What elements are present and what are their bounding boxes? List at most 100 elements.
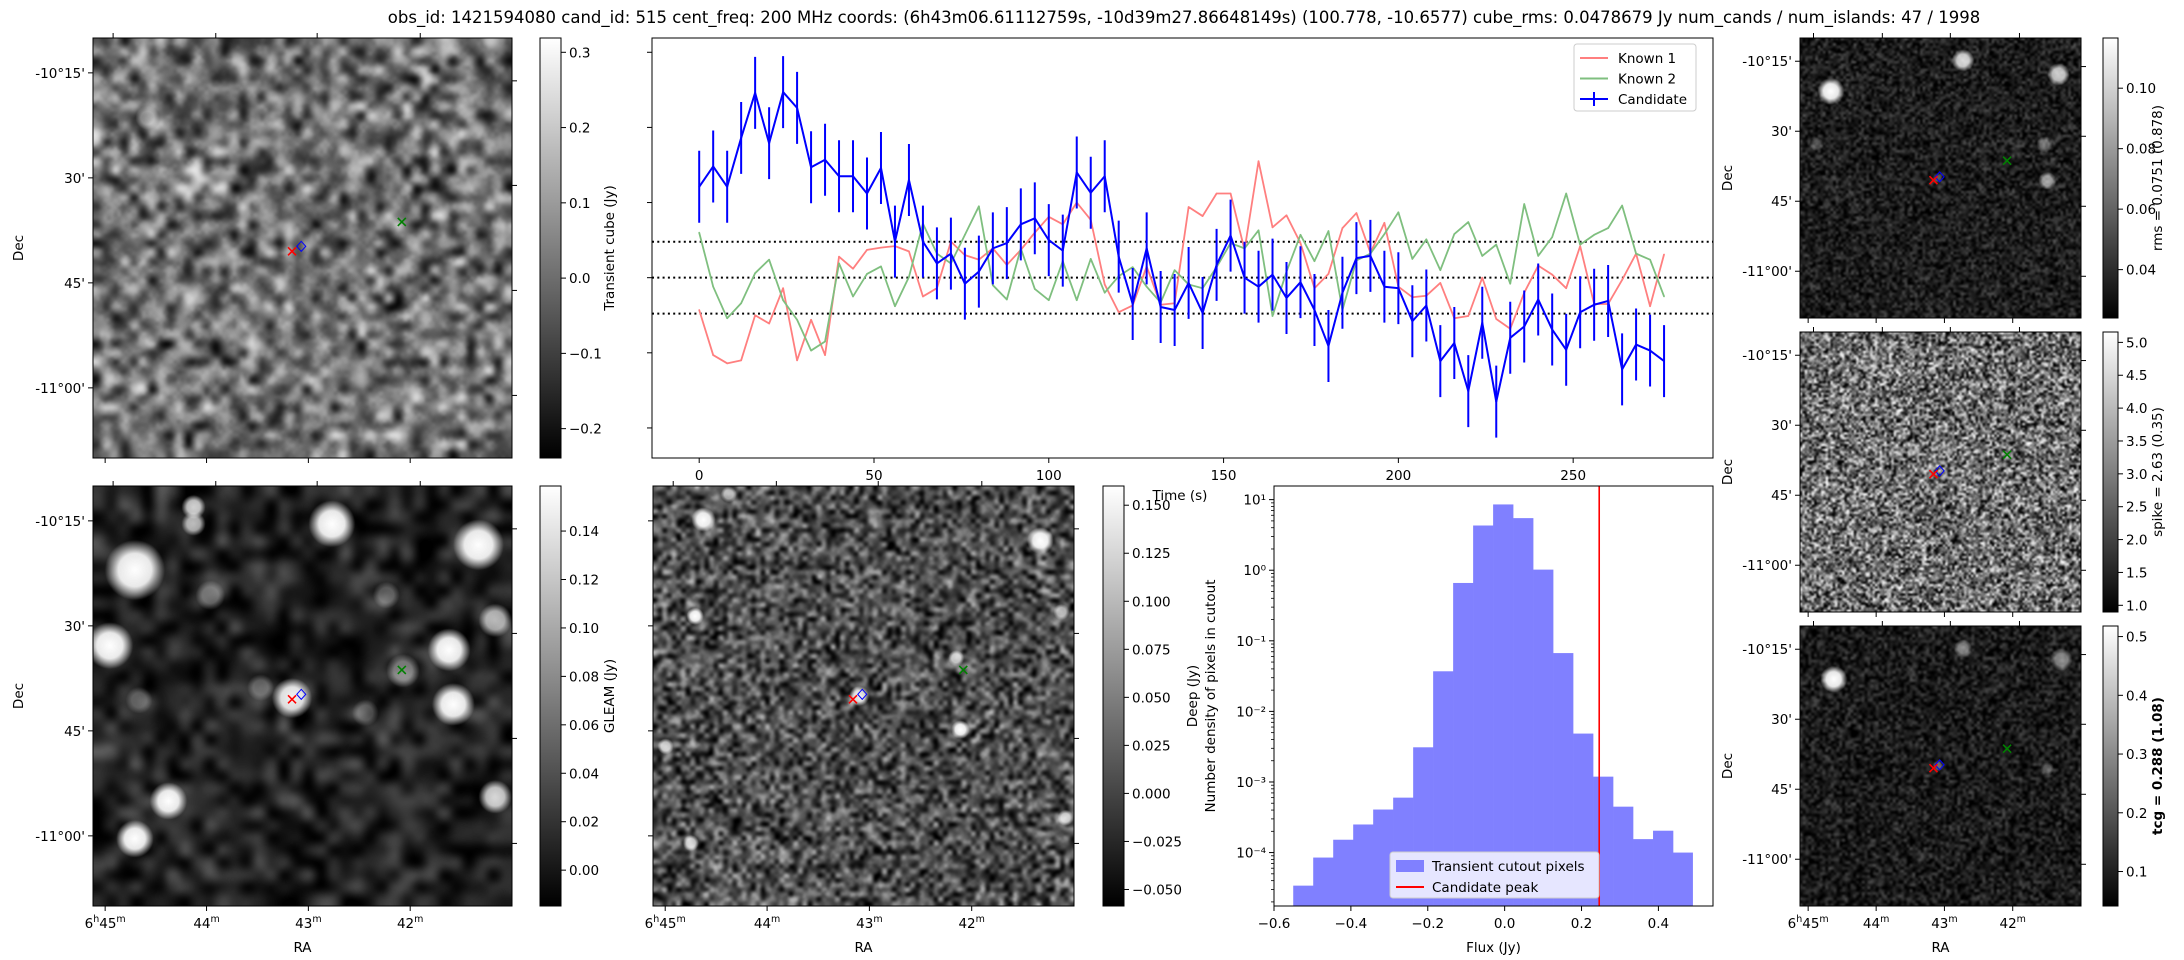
colorbar-tick-label: 0.1 [569, 196, 590, 212]
data-point [712, 165, 714, 168]
ra-tick-label: 6h​45m​ [1788, 914, 1829, 932]
colorbar-tick-label: 4.0 [2126, 401, 2147, 417]
data-point [1621, 279, 1623, 281]
data-point [1145, 247, 1148, 250]
colorbar-tick-label: 0.2 [569, 121, 590, 137]
dec-tick-label: -10°15' [35, 66, 85, 82]
data-point [1006, 298, 1008, 301]
peak-x-marker [287, 694, 297, 704]
known-source-x-marker [2002, 744, 2012, 754]
dec-tick-label: -11°00' [1742, 558, 1792, 574]
dec-tick-label: -10°15' [1742, 54, 1792, 70]
dec-tick-label: 45' [64, 276, 85, 292]
data-point [1103, 291, 1106, 294]
legend-label: Candidate [1618, 92, 1687, 108]
deep-colorbar [1102, 485, 1125, 907]
data-point [1131, 303, 1134, 305]
data-point [1509, 336, 1512, 339]
colorbar-tick-label: 0.3 [569, 45, 590, 61]
data-point [1089, 258, 1092, 260]
x-tick-label: 0.4 [1648, 916, 1669, 932]
data-point [726, 362, 728, 365]
data-point [1355, 212, 1358, 214]
known-source-x-marker [397, 665, 407, 675]
candidate-diamond-marker [857, 688, 868, 701]
colorbar-tick-label: 0.050 [1132, 690, 1171, 706]
data-point [992, 284, 994, 286]
peak-x-marker [287, 246, 297, 256]
colorbar-tick-label: 0.02 [569, 815, 599, 831]
colorbar-tick-label: 5.0 [2126, 335, 2147, 351]
data-point [1495, 318, 1498, 320]
data-point [838, 255, 840, 258]
data-point [1257, 285, 1260, 288]
x-tick-label: 0.2 [1571, 916, 1592, 932]
data-point [1635, 252, 1637, 255]
data-point [1355, 257, 1358, 259]
colorbar-tick-label: 0.14 [569, 524, 599, 540]
data-point [1299, 242, 1302, 244]
data-point [1523, 203, 1526, 205]
y-tick-label: 10⁰ [1243, 563, 1266, 579]
data-point [824, 340, 826, 343]
colorbar-tick-label: −0.050 [1132, 882, 1182, 898]
data-point [1215, 264, 1218, 266]
series-line [698, 91, 1665, 403]
colorbar-tick-label: −0.025 [1132, 834, 1182, 850]
dec-tick-label: 45' [1771, 488, 1792, 504]
data-point [880, 167, 882, 169]
colorbar-tick-label: 0.150 [1132, 498, 1171, 514]
data-point [1439, 269, 1442, 271]
known-source-x-marker [397, 217, 407, 227]
colorbar-tick-label: 0.10 [569, 621, 599, 637]
data-point [824, 354, 826, 356]
data-point [1439, 360, 1442, 362]
data-point [908, 179, 910, 181]
histogram-bar [1373, 809, 1394, 906]
deep-colorbar-label: Deep (Jy) [1185, 665, 1201, 727]
data-point [1551, 328, 1553, 331]
dec-tick-label: -11°00' [35, 829, 85, 845]
figure-title: obs_id: 1421594080 cand_id: 515 cent_fre… [388, 8, 1980, 28]
rms-colorbar [2102, 37, 2119, 319]
data-point [1271, 273, 1274, 276]
data-point [1425, 304, 1428, 307]
legend-label: Transient cutout pixels [1431, 859, 1585, 875]
data-point [726, 317, 728, 320]
data-point [698, 185, 700, 188]
data-point [1579, 311, 1581, 314]
dec-tick-label: 30' [1771, 418, 1792, 434]
colorbar-tick-label: 0.08 [2126, 142, 2156, 158]
ra-tick-label: 44m​ [754, 914, 780, 932]
data-point [1243, 276, 1246, 279]
data-point [1229, 234, 1232, 237]
data-point [796, 318, 798, 321]
colorbar-tick-label: 0.5 [2126, 630, 2147, 646]
dec-axis-label: Dec [11, 235, 27, 261]
light-curve-legend: Known 1 Known 2 Candidate [1573, 43, 1697, 112]
data-point [992, 247, 994, 250]
data-point [768, 322, 770, 325]
colorbar-tick-label: 2.0 [2126, 533, 2147, 549]
colorbar-tick-label: 1.0 [2126, 598, 2147, 614]
data-point [1607, 300, 1609, 302]
dec-tick-label: 30' [64, 171, 85, 187]
deep-image [653, 486, 1074, 906]
colorbar-tick-label: 0.12 [569, 572, 599, 588]
candidate-diamond-marker [296, 688, 307, 701]
x-tick-label: −0.4 [1334, 916, 1367, 932]
colorbar-tick-label: 0.06 [2126, 202, 2156, 218]
colorbar-tick-label: −0.1 [569, 346, 602, 362]
histogram-bar [1673, 852, 1693, 906]
data-point [838, 175, 840, 178]
candidate-diamond-marker [1934, 759, 1945, 771]
data-point [810, 166, 812, 169]
data-point [1229, 192, 1232, 195]
data-point [1593, 234, 1595, 236]
dec-tick-label: -10°15' [1742, 642, 1792, 658]
data-point [1201, 312, 1204, 314]
gleam-panel: -10°15' 30' 45' -11°00' Dec 6h​45m​ 44m​ 43m​ 42… [11, 481, 618, 956]
data-point [866, 273, 868, 275]
data-point [1299, 281, 1302, 283]
